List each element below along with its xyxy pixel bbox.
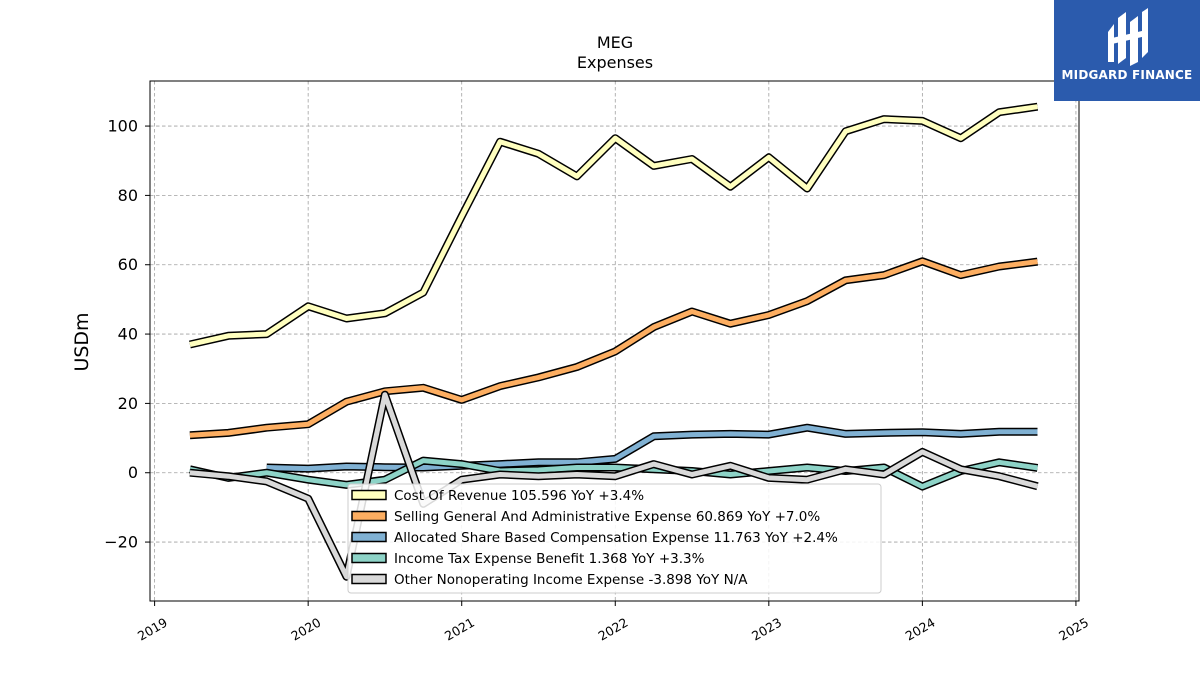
legend-entry-1: Selling General And Administrative Expen… [394,509,820,525]
legend-entry-4: Other Nonoperating Income Expense -3.898… [394,572,748,588]
x-tick-label: 2021 [442,615,477,644]
series-lines [189,102,1039,581]
series-line-4 [189,392,1039,580]
x-tick-label: 2020 [288,615,323,644]
x-tick-label: 2019 [135,615,170,644]
chart-subtitle: Expenses [577,53,653,72]
legend: Cost Of Revenue 105.596 YoY +3.4% Selling… [347,483,882,594]
x-tick-label: 2022 [595,615,630,644]
legend-box [347,483,882,594]
plot-frame [149,80,1080,602]
legend-swatch-0 [351,489,387,501]
x-tick-label: 2023 [749,615,784,644]
series-line-1 [189,258,1038,438]
logo-text: MIDGARD FINANCE [1061,68,1193,82]
y-tick-label: 20 [118,394,138,413]
legend-entry-3: Income Tax Expense Benefit 1.368 YoY +3.… [394,551,705,567]
y-tick-label: 80 [118,186,138,205]
legend-entry-0: Cost Of Revenue 105.596 YoY +3.4% [394,488,644,504]
logo-mark-icon [1108,8,1148,66]
legend-swatch-3 [351,552,387,564]
series-outline-1 [189,257,1039,440]
y-tick-label: 40 [118,325,138,344]
series-line-0 [189,104,1038,347]
y-tick-label: −20 [104,533,138,552]
legend-swatch-1 [351,510,387,522]
x-tick-label: 2024 [903,615,938,644]
y-tick-label: 100 [107,117,138,136]
y-axis-label: USDm [71,312,93,371]
y-tick-label: 60 [118,255,138,274]
chart-title: MEG [597,33,633,52]
legend-swatch-4 [351,573,387,585]
legend-entry-2: Allocated Share Based Compensation Expen… [394,530,838,546]
x-tick-label: 2025 [1056,615,1091,644]
series-line-3 [189,458,1038,490]
brand-logo: MIDGARD FINANCE [1054,0,1200,101]
y-tick-label: 0 [128,463,138,482]
series-line-2 [266,425,1038,472]
legend-swatch-2 [351,531,387,543]
